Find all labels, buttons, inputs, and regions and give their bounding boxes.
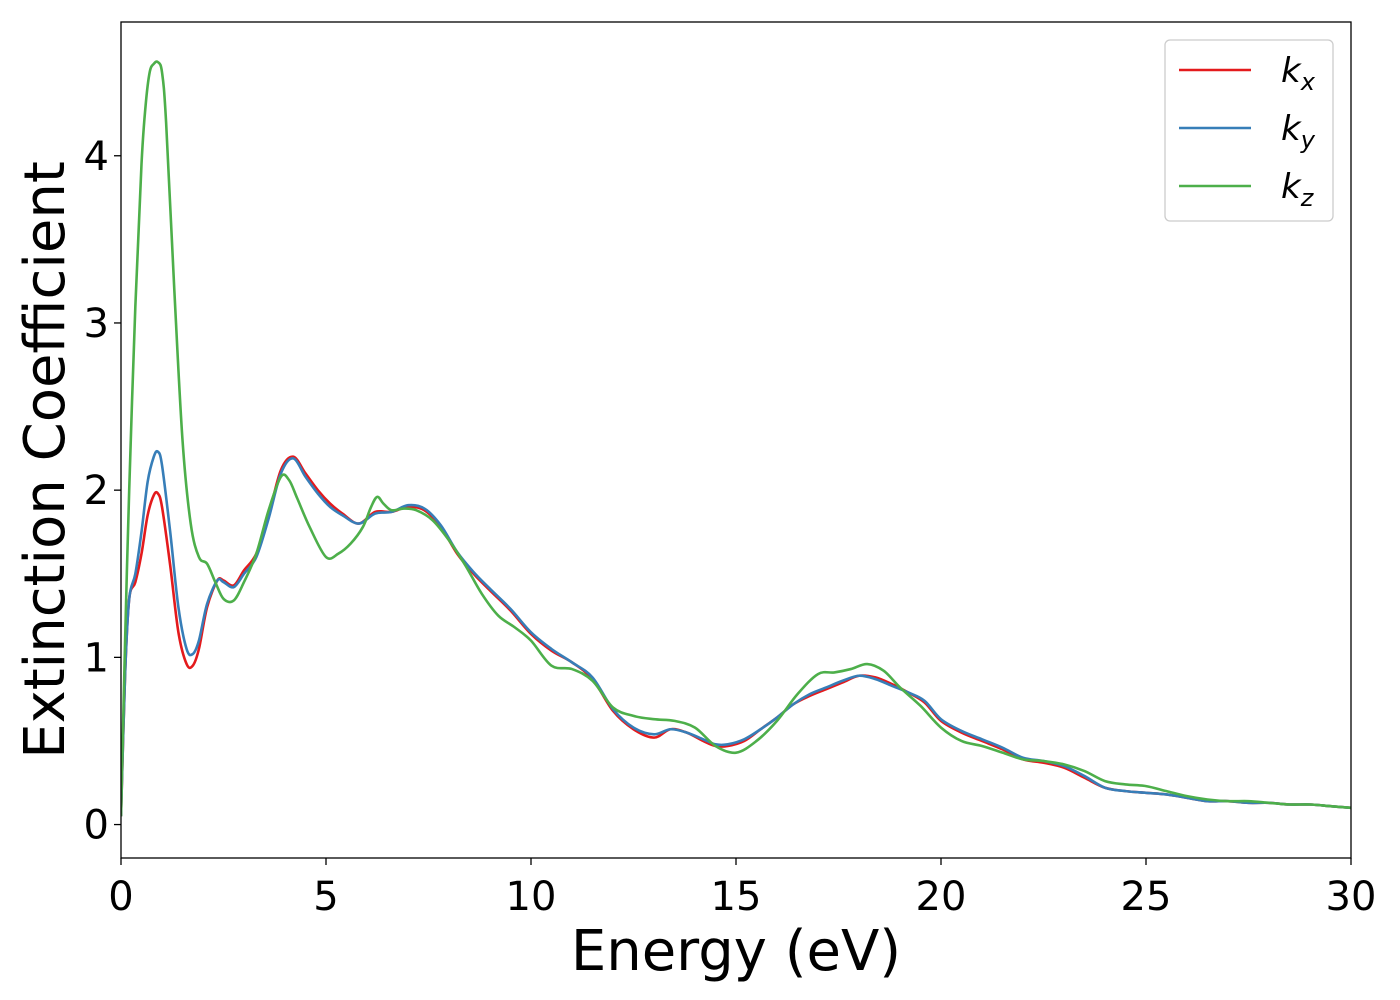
x-axis-label: Energy (eV) (571, 919, 901, 984)
y-tick-label: 2 (84, 468, 109, 514)
legend: kx ky kz (1164, 39, 1334, 222)
x-axis: 0 5 10 15 20 25 30 (108, 858, 1376, 920)
y-tick-label: 1 (84, 635, 109, 681)
x-tick-label: 25 (1121, 874, 1172, 920)
y-tick-label: 4 (84, 134, 109, 180)
y-axis-label: Extinction Coefficient (13, 161, 78, 759)
y-tick-label: 3 (84, 301, 109, 347)
x-tick-label: 15 (711, 874, 762, 920)
x-tick-label: 20 (916, 874, 967, 920)
series-layer (121, 60, 1351, 817)
legend-entry-kx: kx (1281, 51, 1316, 96)
x-tick-label: 30 (1326, 874, 1377, 920)
series-line-kz (121, 60, 1351, 817)
y-axis: 0 1 2 3 4 (84, 134, 121, 849)
legend-entry-ky: ky (1281, 109, 1316, 154)
y-tick-label: 0 (84, 803, 109, 849)
x-tick-label: 5 (313, 874, 338, 920)
legend-box (1164, 39, 1334, 222)
legend-entry-kz: kz (1281, 167, 1315, 212)
series-line-ky (121, 449, 1351, 817)
x-tick-label: 10 (506, 874, 557, 920)
x-tick-label: 0 (108, 874, 133, 920)
